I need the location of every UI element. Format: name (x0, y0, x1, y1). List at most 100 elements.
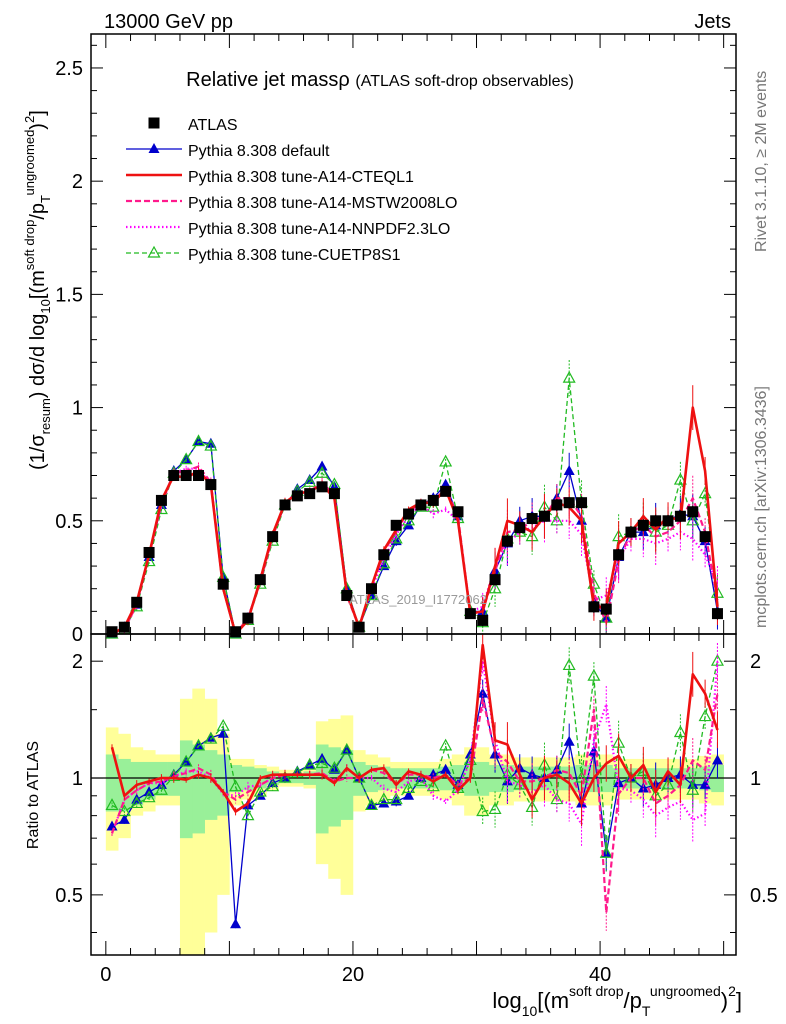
legend-label-mstw: Pythia 8.308 tune-A14-MSTW2008LO (188, 195, 457, 212)
main-line-mstw (111, 465, 719, 636)
xlabel-fragment: /p (624, 988, 642, 1013)
watermark: ATLAS_2019_I1772062 (349, 592, 487, 607)
ylabel-fragment: soft drop (22, 220, 37, 271)
main-ytick-label: 2.5 (55, 58, 83, 80)
main-point-atlas (514, 522, 526, 534)
main-point-atlas (217, 578, 229, 590)
ratio-point-cuetp8s1 (105, 798, 119, 811)
band-green-bin (217, 754, 230, 816)
ratio-ytick-label-right: 1 (750, 768, 761, 790)
main-point-atlas (143, 546, 155, 558)
main-point-atlas (526, 513, 538, 525)
main-point-atlas (588, 601, 600, 613)
legend-marker-atlas (148, 117, 160, 129)
ratio-point-cuetp8s1 (587, 668, 601, 681)
ratio-point-default (378, 797, 390, 808)
ratio-point-cuetp8s1 (229, 779, 243, 792)
main-point-cuetp8s1 (562, 370, 576, 383)
ylabel-fragment: 10 (38, 299, 53, 313)
ratio-ytick-label-right: 0.5 (750, 885, 778, 907)
ratio-ylabel: Ratio to ATLAS (25, 741, 42, 849)
main-point-atlas (501, 535, 513, 547)
main-point-atlas (440, 485, 452, 497)
xlabel-fragment: 2 (728, 983, 736, 999)
ratio-point-default (304, 759, 316, 770)
main-ytick-label: 0 (72, 624, 83, 646)
main-point-cuetp8s1 (426, 499, 440, 512)
xlabel-fragment: ) (721, 988, 728, 1013)
band-green-bin (204, 750, 218, 820)
ratio-point-cuetp8s1 (426, 779, 440, 792)
legend-label-nnpdf: Pythia 8.308 tune-A14-NNPDF2.3LO (188, 221, 450, 238)
main-point-atlas (242, 612, 254, 624)
ratio-point-default (440, 763, 452, 774)
ratio-point-default (403, 789, 415, 800)
main-point-atlas (711, 608, 723, 620)
main-point-atlas (267, 531, 279, 543)
ratio-point-cuetp8s1 (402, 781, 416, 794)
ratio-point-cuetp8s1 (154, 783, 168, 795)
main-point-atlas (168, 470, 180, 482)
ylabel-fragment: (1/σ (27, 434, 49, 470)
ratio-point-cuetp8s1 (476, 804, 490, 817)
main-point-atlas (662, 515, 674, 527)
xlabel-fragment: ungroomed (650, 983, 721, 999)
band-green-bin (118, 758, 131, 812)
ratio-point-cuetp8s1 (377, 792, 391, 805)
ylabel-fragment: ] (27, 110, 49, 116)
main-point-default (193, 435, 204, 446)
main-point-cuetp8s1 (673, 472, 687, 485)
legend-marker-default (148, 143, 160, 153)
ratio-point-default (118, 813, 130, 824)
main-point-atlas (365, 583, 377, 595)
ratio-ytick-label: 2 (72, 651, 83, 673)
main-point-atlas (403, 508, 415, 520)
main-point-atlas (637, 519, 649, 531)
xlabel-fragment: T (642, 1003, 651, 1019)
main-point-atlas (538, 510, 550, 522)
ratio-point-default (637, 782, 649, 793)
ratio-point-default (193, 739, 204, 750)
band-green-bin (476, 761, 490, 796)
ylabel-fragment: [(m (27, 270, 49, 299)
ratio-ytick-label: 1 (72, 768, 83, 790)
main-point-atlas (193, 470, 204, 482)
main-ylabel-text: (1/σresum) dσ/d log10[(msoft drop/pTungr… (22, 110, 53, 470)
ratio-point-cuetp8s1 (562, 658, 576, 671)
ratio-point-cuetp8s1 (414, 774, 428, 787)
ratio-frame (90, 633, 737, 956)
chart-title: Relative jet massρ (ATLAS soft-drop obse… (186, 69, 574, 91)
legend-label-default: Pythia 8.308 default (188, 143, 330, 160)
main-point-atlas (650, 515, 662, 527)
axes-layer: 00.511.522.50 20 400.5 0.51 12 2(1/σresum) dσ… (22, 33, 778, 1019)
main-point-cuetp8s1 (303, 475, 317, 487)
chart-title-main: Relative jet massρ (186, 69, 350, 91)
ylabel-fragment: ) (27, 123, 49, 130)
main-point-atlas (378, 549, 390, 561)
main-point-atlas (205, 479, 217, 491)
ratio-point-default (217, 727, 229, 738)
main-point-atlas (687, 506, 699, 518)
main-point-cuetp8s1 (191, 434, 206, 447)
main-point-default (316, 460, 328, 471)
main-point-atlas (291, 490, 303, 502)
xlabel-fragment: log (492, 988, 521, 1013)
main-point-atlas (551, 499, 563, 511)
ratio-point-default (526, 768, 538, 779)
ratio-point-cuetp8s1 (142, 790, 156, 803)
main-point-atlas (341, 590, 353, 602)
ratio-point-cuetp8s1 (130, 796, 144, 809)
ratio-point-cuetp8s1 (340, 742, 354, 755)
ylabel-fragment: /p (27, 203, 49, 220)
main-point-atlas (674, 510, 686, 522)
main-point-atlas (131, 596, 143, 608)
main-point-cuetp8s1 (315, 466, 329, 478)
band-green-bin (315, 744, 329, 834)
main-point-cuetp8s1 (402, 513, 416, 526)
ratio-line-cteql1 (110, 643, 719, 813)
ratio-xlabel: log10[(msoft drop/pTungroomed)2] (492, 983, 742, 1019)
band-green-bin (340, 750, 354, 820)
main-point-atlas (390, 519, 402, 531)
side-label-rivet: Rivet 3.1.10, ≥ 2M events (753, 71, 770, 252)
ratio-point-default (341, 744, 353, 755)
